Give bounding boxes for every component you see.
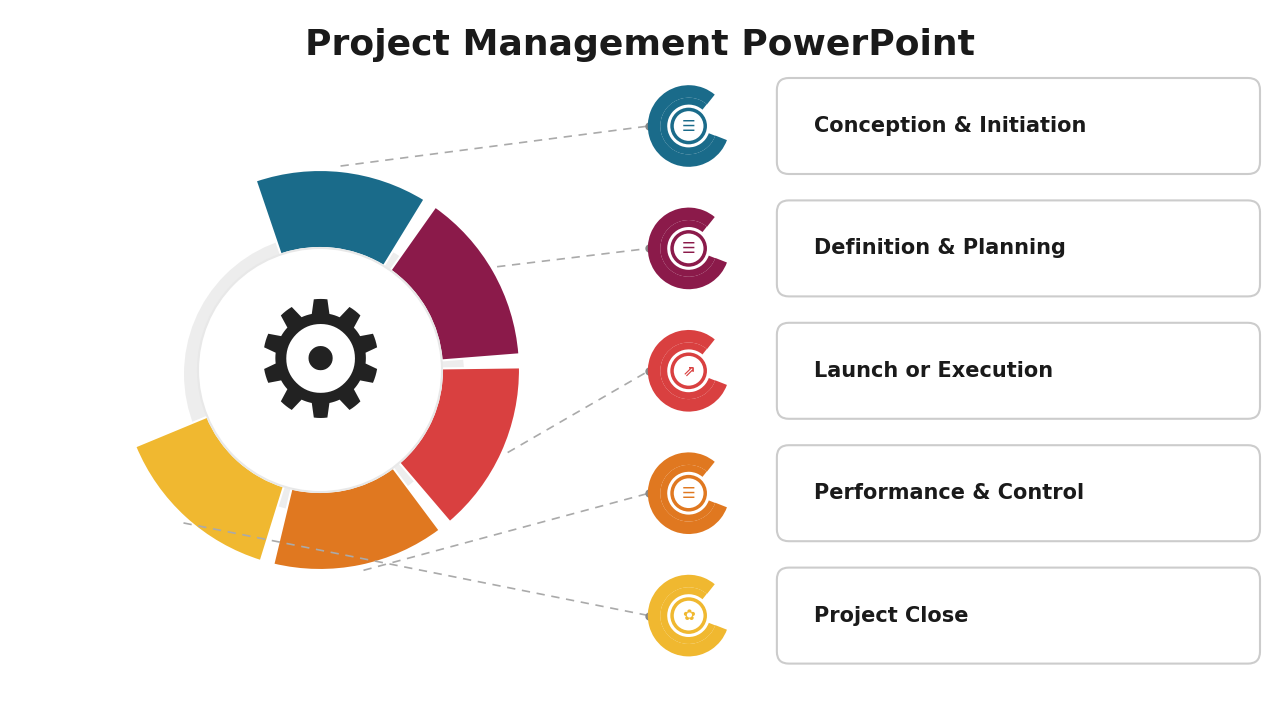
Circle shape	[672, 477, 705, 510]
FancyBboxPatch shape	[777, 445, 1260, 541]
Text: Project Management PowerPoint: Project Management PowerPoint	[305, 28, 975, 62]
Text: ⚙: ⚙	[248, 292, 392, 448]
Text: Conception & Initiation: Conception & Initiation	[814, 116, 1087, 136]
Circle shape	[653, 580, 724, 652]
Wedge shape	[390, 207, 520, 361]
Wedge shape	[136, 417, 284, 561]
Wedge shape	[256, 170, 425, 266]
Circle shape	[653, 457, 724, 529]
Circle shape	[653, 335, 724, 407]
Circle shape	[653, 212, 724, 284]
Text: ✿: ✿	[682, 608, 695, 623]
Circle shape	[184, 234, 465, 514]
Text: Launch or Execution: Launch or Execution	[814, 361, 1053, 381]
Circle shape	[672, 354, 705, 387]
FancyBboxPatch shape	[777, 567, 1260, 664]
Circle shape	[672, 109, 705, 143]
FancyBboxPatch shape	[777, 200, 1260, 297]
Text: ☰: ☰	[682, 119, 695, 133]
Text: ⇗: ⇗	[682, 364, 695, 378]
Wedge shape	[274, 468, 439, 570]
Circle shape	[653, 90, 724, 162]
Circle shape	[198, 248, 442, 492]
Text: Performance & Control: Performance & Control	[814, 483, 1084, 503]
Text: ☰: ☰	[682, 486, 695, 500]
FancyBboxPatch shape	[777, 323, 1260, 419]
FancyBboxPatch shape	[777, 78, 1260, 174]
Text: ☰: ☰	[682, 241, 695, 256]
Text: Definition & Planning: Definition & Planning	[814, 238, 1066, 258]
Circle shape	[672, 599, 705, 632]
Circle shape	[672, 232, 705, 265]
Wedge shape	[399, 367, 520, 522]
Text: Project Close: Project Close	[814, 606, 969, 626]
